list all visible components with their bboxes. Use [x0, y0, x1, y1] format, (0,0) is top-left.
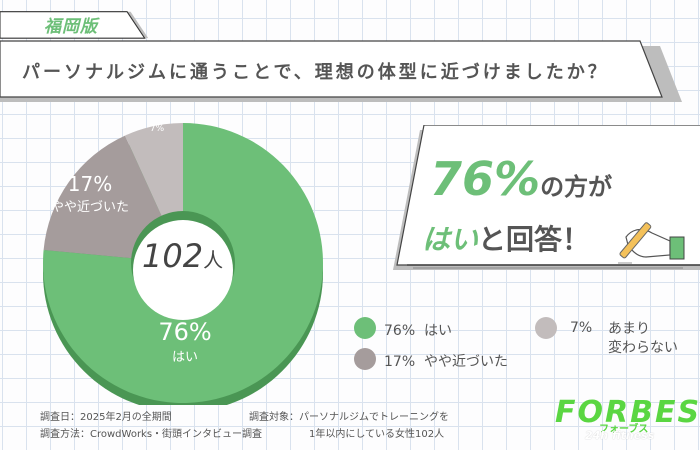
pencil-hand-icon	[618, 222, 685, 264]
question-banner	[0, 40, 682, 102]
callout-line1-rest: の方が	[540, 173, 613, 201]
legend-somewhat: 17% やや近づいた	[384, 351, 508, 371]
logo-sub: 24h fitness	[585, 429, 655, 442]
logo-main: FORBES	[555, 395, 700, 430]
callout-percent: 76%	[430, 152, 541, 206]
legend-label-not-much: あまり 変わらない	[608, 321, 678, 356]
survey-method: 調査方法：CrowdWorks・街頭インタビュー調査	[40, 429, 263, 440]
respondent-unit: 人	[203, 248, 224, 272]
callout-box	[393, 125, 700, 270]
survey-question: パーソナルジムに通うことで、理想の体型に近づけましたか？	[22, 62, 609, 83]
edition-label: 福岡版	[44, 17, 98, 37]
legend-label-somewhat: やや近づいた	[424, 354, 509, 370]
legend-dot-not-much	[535, 317, 557, 339]
legend-yes: 76% はい	[384, 320, 452, 340]
legend-label-yes: はい	[424, 323, 453, 339]
slice-text-somewhat: やや近づいた	[50, 200, 129, 215]
slice-label-somewhat: 17% やや近づいた	[40, 172, 140, 215]
survey-target-cont: 1年以内にしている女性102人	[309, 429, 445, 440]
survey-target: 調査対象：パーソナルジムでトレーニングを	[249, 412, 449, 423]
callout-line2-rest: と回答！	[478, 223, 591, 256]
donut-chart	[42, 123, 323, 405]
slice-label-yes: 76% はい	[150, 318, 220, 365]
slice-pct-somewhat: 17%	[67, 172, 113, 196]
callout-yes: はい	[422, 223, 479, 256]
legend-pct-somewhat: 17%	[384, 354, 416, 370]
legend-pct-not-much: 7%	[570, 320, 593, 336]
legend-dot-yes	[354, 317, 376, 339]
slice-pct-yes: 76%	[158, 318, 212, 346]
respondent-count: 102	[142, 237, 204, 275]
callout-line1: 76%の方が	[430, 152, 612, 206]
slice-label-not-much: 7%	[149, 124, 165, 134]
legend-pct-yes: 76%	[384, 323, 416, 339]
donut-center: 102人	[142, 237, 223, 275]
edition-tab	[0, 11, 149, 39]
legend-dot-somewhat	[354, 348, 376, 370]
callout-line2: はいと回答！	[422, 218, 590, 258]
survey-date: 調査日：2025年2月の全期間	[40, 412, 172, 423]
logo-kana: フォーブス	[599, 424, 649, 435]
forbes-logo: FORBES フォーブス 24h fitness	[555, 395, 700, 442]
slice-text-yes: はい	[171, 350, 198, 365]
